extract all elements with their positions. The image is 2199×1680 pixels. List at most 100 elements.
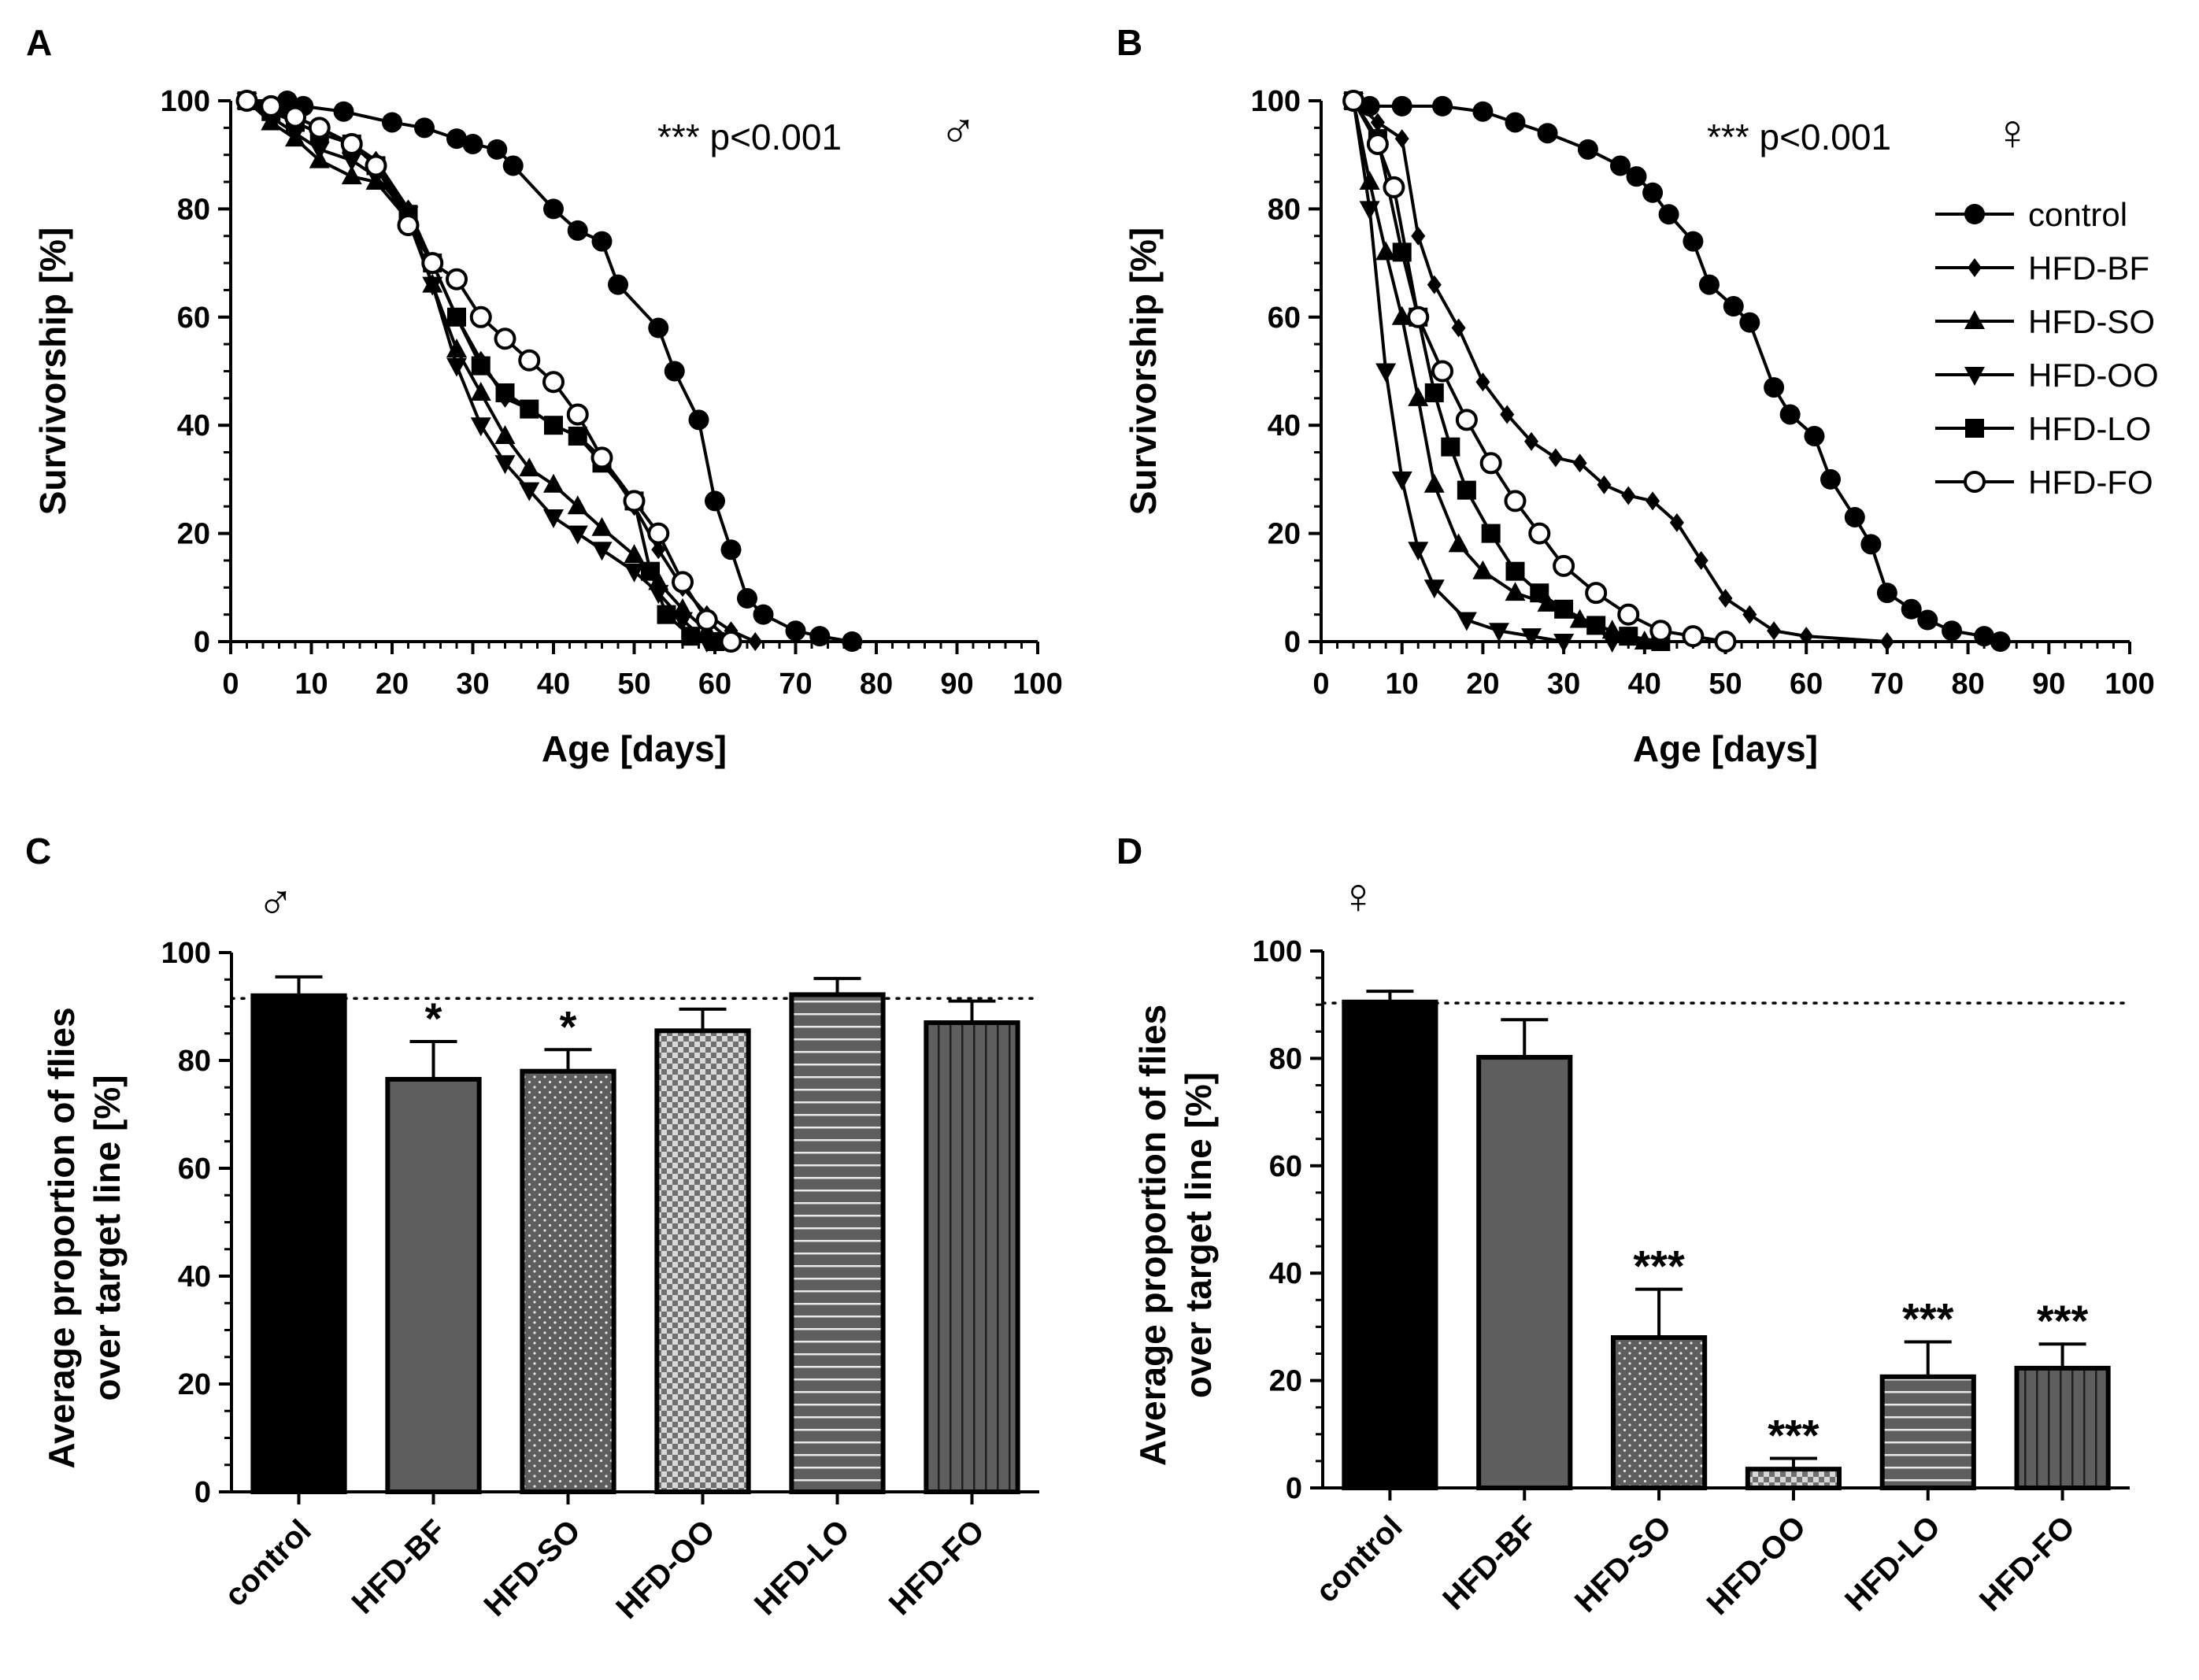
significance-marker: *** [1768, 1410, 1820, 1460]
data-point [544, 416, 563, 435]
data-point [1524, 431, 1539, 451]
data-point [446, 268, 468, 290]
y-axis-title: Survivorship [%] [1123, 228, 1164, 516]
data-point [1642, 182, 1664, 203]
data-point [1504, 490, 1527, 513]
bar-group-control: control [1309, 990, 1438, 1609]
bar-group-hfd-fo: HFD-FO *** [1973, 1296, 2111, 1618]
data-point [1974, 626, 1995, 647]
data-point [309, 141, 330, 161]
data-point [1572, 453, 1587, 473]
data-point [397, 214, 420, 237]
data-point [1472, 101, 1494, 122]
y-tick-label: 0 [194, 1476, 211, 1509]
bar-hfd-oo [654, 1028, 751, 1494]
y-tick-label: 80 [1269, 1042, 1302, 1075]
data-point [1694, 550, 1708, 570]
data-point [1799, 627, 1814, 646]
bar-group-hfd-lo: HFD-LO [748, 976, 886, 1622]
data-point [1553, 634, 1575, 653]
y-tick-label: 40 [1269, 1257, 1302, 1290]
data-point [1391, 95, 1412, 117]
data-point [543, 198, 564, 220]
data-point [340, 132, 363, 155]
x-tick-label: HFD-OO [1701, 1509, 1813, 1622]
data-point [1375, 241, 1397, 261]
panel-d: D ♀ 0 20 40 60 80 100 Average proportion of flie… [1116, 831, 2131, 1622]
x-tick-label: 0 [222, 668, 239, 701]
data-point [1586, 616, 1606, 635]
bar-control [1342, 999, 1438, 1491]
bar-hfd-lo [789, 992, 886, 1495]
data-point [672, 571, 694, 594]
y-tick-label: 20 [1268, 518, 1301, 551]
x-tick-label: HFD-FO [1973, 1509, 2082, 1618]
data-point [591, 542, 613, 561]
data-point [753, 604, 774, 625]
data-point [333, 101, 354, 122]
data-point [1342, 90, 1365, 112]
data-point [809, 626, 831, 647]
y-axis-title-line-1: Average proportion of flies [41, 1007, 82, 1468]
data-point [1860, 534, 1882, 555]
data-point [1383, 176, 1405, 198]
bar-hfd-so [520, 1068, 616, 1494]
data-point [1698, 274, 1720, 295]
panel-letter: C [25, 831, 51, 871]
data-point [494, 327, 516, 350]
x-tick-label: 10 [1386, 668, 1419, 701]
data-point [1391, 305, 1412, 325]
legend-marker-hfd-so [1964, 310, 1985, 329]
y-tick-label: 60 [178, 1153, 211, 1186]
data-point [1505, 561, 1525, 581]
data-point [1366, 132, 1389, 155]
bar-group-hfd-lo: HFD-LO *** [1838, 1293, 1976, 1618]
sex-symbol: ♂ [257, 874, 294, 931]
sex-symbol: ♀ [1339, 868, 1377, 924]
legend-marker-hfd-bf [1968, 258, 1982, 277]
data-point [1609, 155, 1631, 176]
x-tick-label: 50 [1708, 668, 1742, 701]
data-point [1990, 631, 2011, 652]
data-point [1441, 437, 1460, 457]
panel-letter: A [26, 22, 52, 63]
data-point [470, 417, 491, 437]
data-point [1448, 533, 1469, 553]
data-point [1423, 473, 1445, 493]
y-tick-label: 80 [1268, 193, 1301, 226]
series-hfd-fo [235, 90, 742, 653]
legend-marker-hfd-oo [1964, 367, 1985, 386]
data-point [1548, 448, 1563, 468]
y-tick-label: 20 [1269, 1365, 1302, 1398]
data-point [624, 563, 645, 583]
data-point [624, 544, 645, 564]
significance-marker: *** [1902, 1293, 1954, 1343]
legend-marker-hfd-lo [1965, 419, 1984, 438]
data-point [1423, 579, 1445, 599]
y-tick-label: 20 [177, 518, 210, 551]
x-tick-label: HFD-BF [345, 1513, 452, 1620]
data-point [566, 403, 589, 426]
data-point [695, 609, 718, 631]
data-point [1488, 623, 1509, 642]
data-point [1554, 599, 1574, 619]
data-point [720, 631, 742, 653]
x-tick-label: 0 [1312, 668, 1329, 701]
data-point [1530, 583, 1549, 603]
data-point [567, 525, 588, 545]
legend-label-hfd-bf: HFD-BF [2028, 250, 2149, 287]
data-point [1767, 621, 1782, 641]
data-point [1391, 471, 1412, 490]
data-point [308, 117, 331, 139]
x-axis-title: Age [days] [542, 728, 727, 769]
data-point [446, 357, 467, 377]
significance-marker: *** [1633, 1241, 1685, 1291]
data-point [1820, 468, 1842, 490]
series-hfd-oo [1343, 93, 1623, 653]
x-tick-label: 90 [2032, 668, 2065, 701]
data-point [1537, 123, 1558, 144]
sex-symbol: ♂ [939, 102, 977, 159]
data-point [657, 605, 676, 624]
data-point [1619, 627, 1638, 646]
data-point [1764, 377, 1785, 398]
